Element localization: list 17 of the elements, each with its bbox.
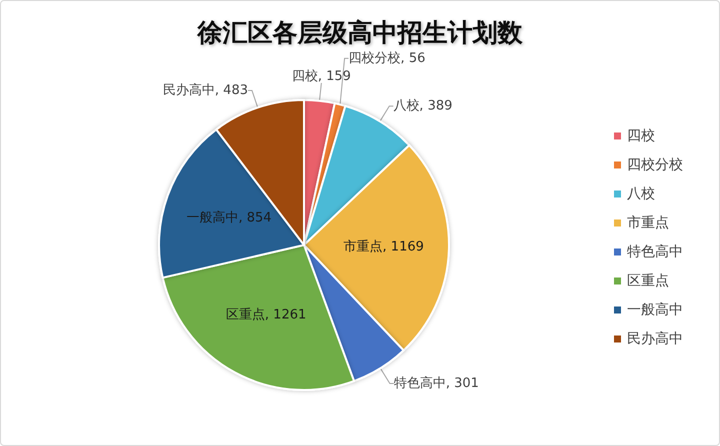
data-label: 区重点, 1261 xyxy=(226,308,306,323)
data-label: 四校, 159 xyxy=(292,68,351,84)
data-label: 四校分校, 56 xyxy=(348,50,426,66)
legend-label: 四校 xyxy=(627,128,655,144)
legend-label: 八校 xyxy=(627,186,655,202)
data-label: 八校, 389 xyxy=(393,98,452,114)
legend-label: 市重点 xyxy=(627,215,669,231)
legend-label: 特色高中 xyxy=(627,244,683,260)
legend-label: 四校分校 xyxy=(627,157,683,173)
legend-label: 民办高中 xyxy=(627,331,683,347)
data-label: 市重点, 1169 xyxy=(344,240,424,255)
data-label: 民办高中, 483 xyxy=(162,82,248,98)
legend-label: 区重点 xyxy=(627,273,669,289)
chart-title: 徐汇区各层级高中招生计划数 xyxy=(196,18,524,47)
legend-label: 一般高中 xyxy=(627,302,683,318)
data-label: 一般高中, 854 xyxy=(186,209,272,226)
data-label: 特色高中, 301 xyxy=(394,375,479,392)
